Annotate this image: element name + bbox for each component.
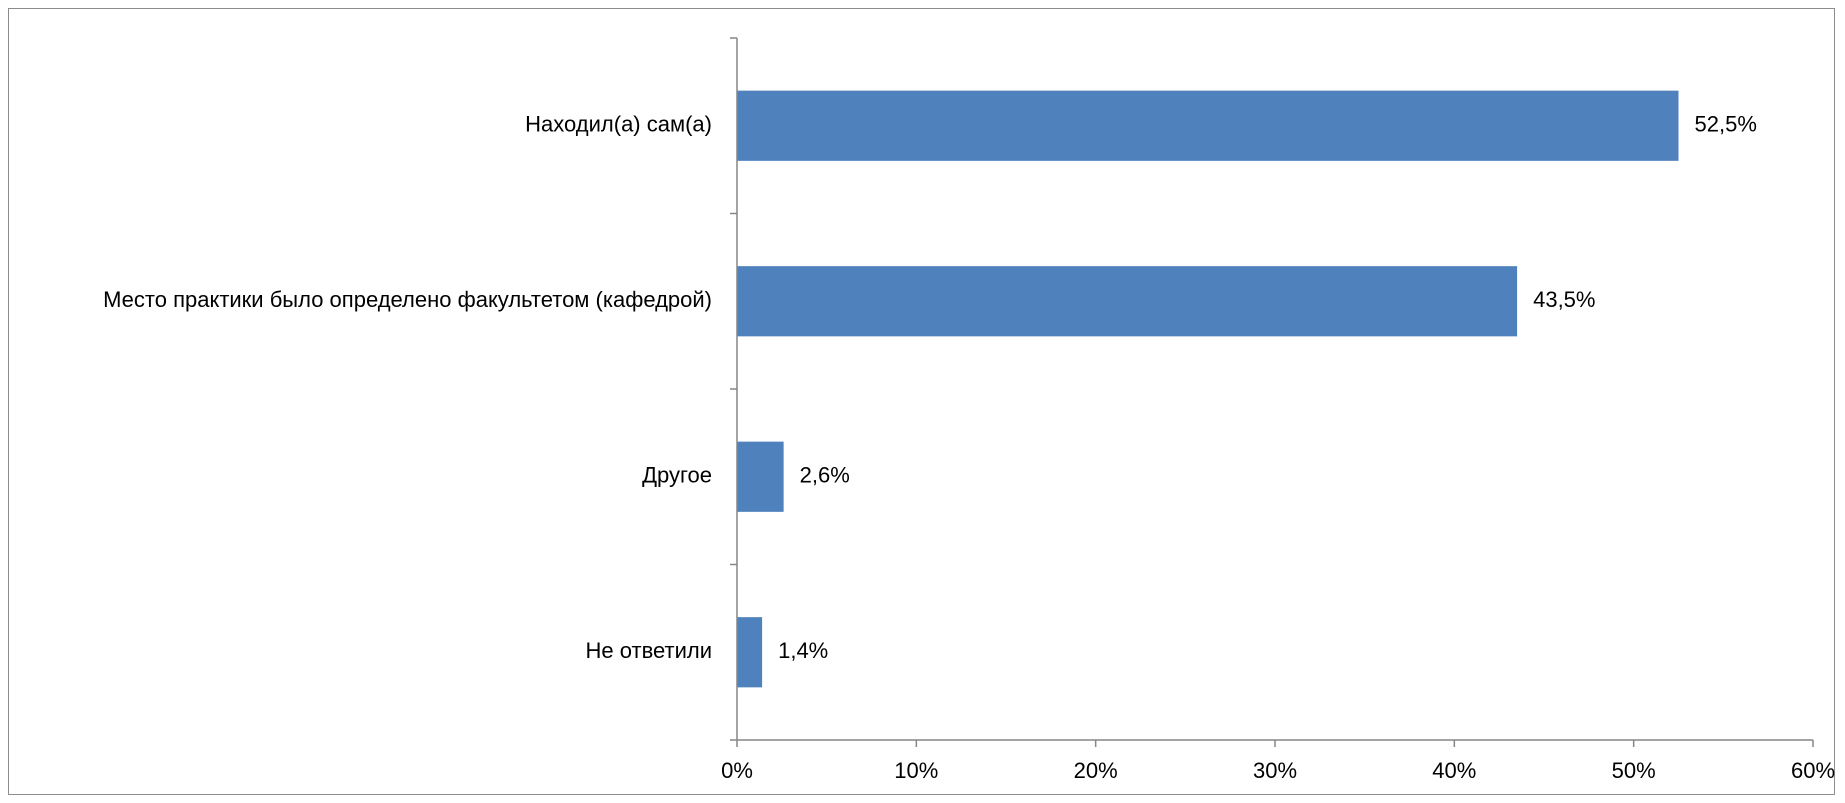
bar — [737, 90, 1679, 161]
category-label: Место практики было определено факультет… — [103, 287, 712, 312]
x-tick-label: 60% — [1791, 758, 1835, 783]
data-label: 2,6% — [800, 463, 850, 488]
data-label: 43,5% — [1533, 287, 1595, 312]
x-tick-label: 20% — [1074, 758, 1118, 783]
x-tick-label: 50% — [1612, 758, 1656, 783]
bar — [737, 266, 1518, 337]
category-label: Другое — [642, 463, 712, 488]
x-tick-label: 10% — [894, 758, 938, 783]
bar — [737, 441, 784, 512]
category-label: Не ответили — [586, 638, 713, 663]
data-label: 1,4% — [778, 638, 828, 663]
x-tick-label: 40% — [1432, 758, 1476, 783]
x-tick-label: 30% — [1253, 758, 1297, 783]
data-label: 52,5% — [1695, 112, 1757, 137]
bar — [737, 617, 763, 688]
category-label: Находил(а) сам(а) — [525, 112, 712, 137]
x-tick-label: 0% — [721, 758, 753, 783]
